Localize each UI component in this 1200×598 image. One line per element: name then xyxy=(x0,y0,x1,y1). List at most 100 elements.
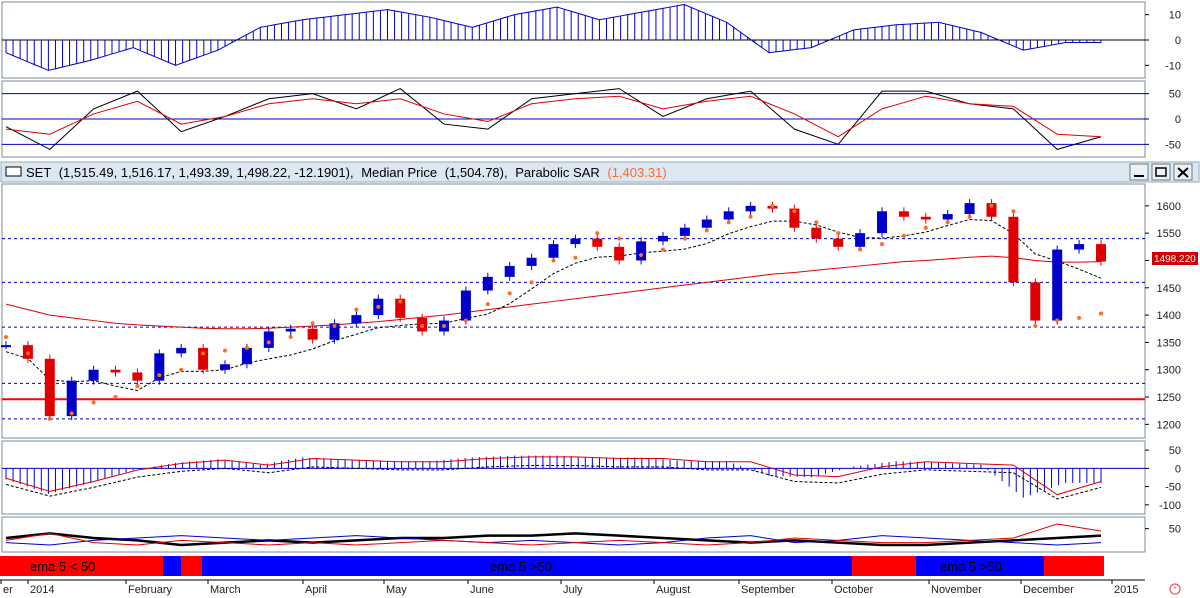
y-tick-label: 1200 xyxy=(1157,419,1181,431)
momentum-line xyxy=(5,4,1101,71)
sar-dot xyxy=(288,334,293,339)
panel-frame xyxy=(1,440,1146,515)
dmi-line xyxy=(5,535,1102,546)
dmi-panel: 50 xyxy=(5,523,1181,547)
sar-dot xyxy=(901,233,906,238)
sar-dot xyxy=(463,318,468,323)
last-price-text: 1498.220 xyxy=(1154,254,1196,265)
median-label: Median Price xyxy=(361,165,437,180)
y-tick-label: 0 xyxy=(1175,35,1181,47)
month-label: May xyxy=(386,584,407,596)
sar-dot xyxy=(398,299,403,304)
band-label-1: ema 5 < 50 xyxy=(30,559,95,574)
sar-dot xyxy=(704,228,709,233)
y-tick-label: 1300 xyxy=(1157,365,1181,377)
y-tick-label: -100 xyxy=(1159,500,1181,512)
sar-dot xyxy=(179,367,184,372)
close-button[interactable] xyxy=(1173,163,1193,181)
sar-dot xyxy=(792,209,797,214)
y-tick-label: 1450 xyxy=(1157,283,1181,295)
y-tick-label: 0 xyxy=(1175,463,1181,475)
sar-dot xyxy=(858,247,863,252)
sar-dot xyxy=(814,220,819,225)
month-label: December xyxy=(1023,584,1074,596)
band-label-2: ema 5 >50 xyxy=(490,559,552,574)
price-panel-header: SET (1,515.49, 1,516.17, 1,493.39, 1,498… xyxy=(0,161,1200,183)
price-panel: 160015501500145014001350130012501200 xyxy=(1,199,1181,431)
month-label: July xyxy=(563,584,583,596)
window-icon xyxy=(5,166,22,177)
month-label: August xyxy=(656,584,690,596)
sar-dot xyxy=(25,351,30,356)
sar-dot xyxy=(1099,311,1103,316)
band-label-3: ema 5 >50 xyxy=(940,559,1002,574)
symbol-label: SET xyxy=(26,165,51,180)
stochastic-line xyxy=(5,88,1102,151)
y-tick-label: 1550 xyxy=(1157,228,1181,240)
sar-dot xyxy=(945,220,950,225)
ma-mid-line xyxy=(5,219,1102,392)
signal-band: ema 5 < 50 ema 5 >50 ema 5 >50 xyxy=(0,556,1104,576)
sar-label: Parabolic SAR xyxy=(515,165,600,180)
sar-dot xyxy=(529,280,534,285)
sar-dot xyxy=(967,214,972,219)
sar-dot xyxy=(595,231,600,236)
y-tick-label: 50 xyxy=(1169,524,1181,536)
y-tick-label: 0 xyxy=(1175,114,1181,126)
sar-dot xyxy=(244,345,249,350)
momentum-panel: 10 0 -10 xyxy=(2,4,1181,72)
svg-text:SET (1,515.49, 1,516.17,: SET (1,515.49, 1,516.17, 1,493.39, 1,498… xyxy=(26,165,667,180)
sar-dot xyxy=(201,351,206,356)
sar-dot xyxy=(157,373,162,378)
sar-dot xyxy=(617,236,622,241)
month-label: November xyxy=(931,584,982,596)
ohlc-values: (1,515.49, 1,516.17, 1,493.39, 1,498.22,… xyxy=(59,165,354,180)
median-value: (1,504.78), xyxy=(445,165,508,180)
sar-dot xyxy=(376,304,381,309)
sar-dot xyxy=(748,214,753,219)
month-label: 2015 xyxy=(1114,584,1138,596)
month-label: September xyxy=(741,584,795,596)
sar-dot xyxy=(332,324,337,329)
y-tick-label: 50 xyxy=(1169,89,1181,101)
sar-dot xyxy=(223,348,227,353)
restore-button[interactable] xyxy=(1151,163,1171,181)
sar-dot xyxy=(507,291,512,296)
sar-dot xyxy=(573,255,578,260)
sar-dot xyxy=(47,416,52,421)
panel-frame xyxy=(1,183,1146,439)
sar-dot xyxy=(923,225,928,230)
sar-dot xyxy=(113,395,118,400)
sar-dot xyxy=(551,258,556,263)
y-tick-label: 1250 xyxy=(1157,392,1181,404)
macd-panel: 50 0 -50 -100 xyxy=(2,445,1181,512)
month-label: March xyxy=(210,584,241,596)
month-label: er xyxy=(3,584,13,596)
sar-value: (1,403.31) xyxy=(607,165,666,180)
month-label: April xyxy=(305,584,327,596)
sar-dot xyxy=(989,203,994,208)
sar-dot xyxy=(639,253,644,258)
sar-dot xyxy=(91,400,96,405)
dmi-line xyxy=(5,523,1102,546)
sar-dot xyxy=(770,203,775,208)
minimize-button[interactable] xyxy=(1129,163,1149,181)
sar-dot xyxy=(661,247,665,252)
month-label: June xyxy=(470,584,494,596)
y-tick-label: -50 xyxy=(1165,139,1181,151)
dmi-line xyxy=(5,532,1102,547)
y-tick-label: -10 xyxy=(1165,60,1181,72)
stochastic-panel: 50 0 -50 xyxy=(2,88,1181,151)
sar-dot xyxy=(420,324,425,329)
y-tick-label: 1350 xyxy=(1157,337,1181,349)
sar-dot xyxy=(310,321,315,326)
sar-dot xyxy=(354,307,359,312)
sar-dot xyxy=(442,324,446,329)
ma-long-line xyxy=(5,255,1102,330)
alarm-icon[interactable] xyxy=(1169,583,1181,595)
y-tick-label: 1600 xyxy=(1157,201,1181,213)
stochastic-line xyxy=(5,95,1102,138)
sar-dot xyxy=(1077,315,1082,320)
y-tick-label: 1400 xyxy=(1157,310,1181,322)
